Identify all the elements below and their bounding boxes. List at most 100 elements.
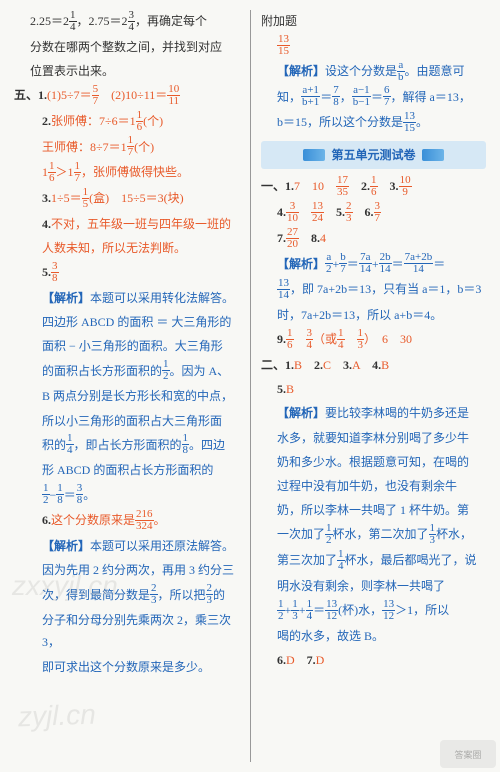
analysis-block: 【解析】设这个分数是ab。由题意可	[261, 60, 486, 84]
answer: 7 10 1735	[294, 179, 349, 193]
text-line: 时，7a+2b＝13，所以 a+b＝4。	[261, 304, 486, 326]
question-2: 2.张师傅：7÷6＝116(个)	[14, 110, 240, 134]
answer: 2720	[286, 227, 299, 250]
answer: (1)5÷7＝57 (2)10÷11＝1011	[47, 88, 180, 102]
analysis-label: 【解析】	[277, 257, 325, 271]
q-num: 7.	[307, 653, 316, 667]
answer: B	[286, 382, 294, 396]
q-num: 5.	[324, 205, 345, 219]
q-num: 5.	[42, 265, 51, 279]
analysis-label: 【解析】	[42, 539, 90, 553]
section-label: 二、	[261, 358, 285, 372]
unit-title: 第五单元测试卷	[331, 144, 415, 166]
answer: C	[323, 358, 343, 372]
text-line: 喝的水多，故选 B。	[261, 625, 486, 647]
text-line: 知，a+1b+1＝78，a−1b−1＝67，解得 a＝13，	[261, 86, 486, 110]
extra-heading: 附加题	[261, 10, 486, 32]
text: ，2.75＝2	[77, 14, 128, 28]
section-two: 二、1.B 2.C 3.A 4.B	[261, 354, 486, 376]
q-num: 4.	[277, 205, 286, 219]
answer: 这个分数原来是216324。	[51, 513, 166, 527]
section-one: 一、1.7 10 1735 2.16 3.109	[261, 175, 486, 199]
section-five: 五、1.(1)5÷7＝57 (2)10÷11＝1011	[14, 84, 240, 108]
fraction: 34	[128, 10, 136, 33]
text-line: 水多，就要知道李林分别喝了多少牛	[261, 427, 486, 449]
answer: 37	[374, 201, 382, 224]
left-column: 2.25＝214，2.75＝234，再确定每个 分数在哪两个整数之间，并找到对应…	[8, 10, 250, 762]
section-label: 一、	[261, 179, 285, 193]
text-line: 一次加了12杯水，第二次加了13杯水，	[261, 523, 486, 547]
analysis-label: 【解析】	[277, 406, 325, 420]
text-line: b＝15，所以这个分数是1315。	[261, 111, 486, 135]
analysis-label: 【解析】	[42, 291, 90, 305]
analysis-block: 【解析】本题可以采用还原法解答。	[14, 535, 240, 557]
answer: 16 34（或14 13） 6 30	[286, 332, 412, 346]
q-num: 3.	[42, 191, 51, 205]
text-line: B 两点分别是长方形长和宽的中点，	[14, 385, 240, 407]
answer: 23	[345, 201, 353, 224]
analysis-block: 【解析】要比较李林喝的牛奶多还是	[261, 402, 486, 424]
answer: 1315	[261, 34, 486, 58]
answer: D	[316, 653, 325, 667]
deco-icon	[422, 149, 444, 161]
text-line: 形 ABCD 的面积占长方形面积的	[14, 459, 240, 481]
page: 2.25＝214，2.75＝234，再确定每个 分数在哪两个整数之间，并找到对应…	[0, 0, 500, 772]
text-line: 次，得到最简分数是23，所以把23的	[14, 584, 240, 608]
q-num: 5.	[277, 382, 286, 396]
analysis-block: 【解析】本题可以采用转化法解答。	[14, 287, 240, 309]
q-num: 2.	[42, 114, 51, 128]
q-num: 8.	[299, 231, 320, 245]
text-line: 奶和多少水。根据题意可知，在喝的	[261, 451, 486, 473]
text-line: 位置表示出来。	[14, 60, 240, 82]
answer: 1÷5＝15(盒) 15÷5＝3(块)	[51, 191, 184, 205]
text-line: 面积 − 小三角形的面积。大三角形	[14, 335, 240, 357]
text-line: 四边形 ABCD 的面积 ＝ 大三角形的	[14, 311, 240, 333]
q-num: 9.	[277, 332, 286, 346]
text-line: 因为先用 2 约分两次，再用 3 约分三	[14, 559, 240, 581]
analysis-block: 【解析】a2+b7＝7a14+2b14＝7a+2b14＝	[261, 253, 486, 277]
text-line: 奶，所以李林一共喝了 1 杯牛奶。第	[261, 499, 486, 521]
text-line: 9.16 34（或14 13） 6 30	[261, 328, 486, 352]
question-6: 6.这个分数原来是216324。	[14, 509, 240, 533]
q-num: 2.	[314, 358, 323, 372]
q-num: 4.	[42, 217, 51, 231]
text-line: 分子和分母分别先乘两次 2，乘三次 3，	[14, 609, 240, 653]
answer: 16	[370, 175, 378, 198]
section-label: 五、	[14, 88, 38, 102]
fraction: 14	[69, 10, 77, 33]
text-line: 2.25＝214，2.75＝234，再确定每个	[14, 10, 240, 34]
q-num: 1.	[38, 88, 47, 102]
answer: 109	[399, 175, 412, 198]
text-line: 积的14，即占长方形面积的18。四边	[14, 434, 240, 458]
text-line: 王师傅：8÷7＝117(个)	[14, 136, 240, 160]
q-num: 1.	[285, 358, 294, 372]
answer: B	[294, 358, 314, 372]
answer: 38	[51, 261, 59, 284]
text-line: 的面积占长方形面积的12。因为 A、	[14, 360, 240, 384]
answer: D	[286, 653, 307, 667]
text-line: 明水没有剩余，则李林一共喝了	[261, 575, 486, 597]
text-line: 1314，即 7a+2b＝13，只有当 a＝1，b＝3	[261, 278, 486, 302]
text-line: 4.310 1324 5.23 6.37	[261, 201, 486, 225]
text-line: 12−18＝38。	[14, 484, 240, 508]
unit-header: 第五单元测试卷	[261, 141, 486, 169]
answer: 不对，五年级一班与四年级一班的	[51, 217, 231, 231]
q-num: 6.	[42, 513, 51, 527]
text-line: 所以小三角形的面积占大三角形面	[14, 410, 240, 432]
q-num: 3.	[378, 179, 399, 193]
right-column: 附加题 1315 【解析】设这个分数是ab。由题意可 知，a+1b+1＝78，a…	[250, 10, 492, 762]
text-line: 116＞117，张师傅做得快些。	[14, 161, 240, 185]
q-num: 1.	[285, 179, 294, 193]
text-line: 6.D 7.D	[261, 649, 486, 671]
text-line: 即可求出这个分数原来是多少。	[14, 656, 240, 678]
text-line: 5.B	[261, 378, 486, 400]
answer: B	[381, 358, 389, 372]
q-num: 3.	[343, 358, 352, 372]
analysis-label: 【解析】	[277, 64, 325, 78]
q-num: 6.	[277, 653, 286, 667]
text-line: 过程中没有加牛奶，也没有剩余牛	[261, 475, 486, 497]
answer: A	[352, 358, 372, 372]
text-line: 7.2720 8.4	[261, 227, 486, 251]
text: 2.25＝2	[30, 14, 69, 28]
text-line: 第三次加了14杯水，最后都喝光了，说	[261, 549, 486, 573]
